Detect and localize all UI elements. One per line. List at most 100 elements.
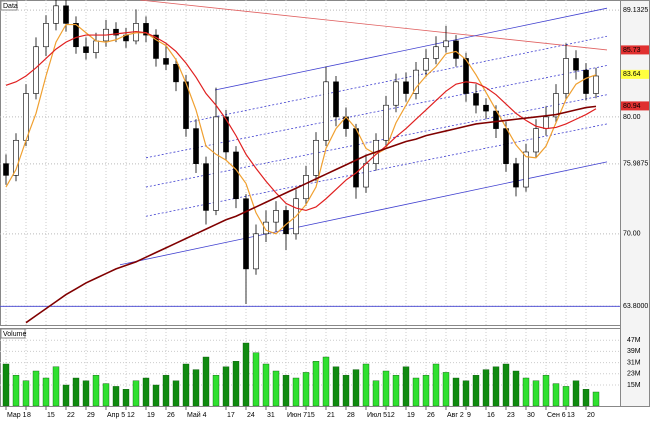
y-tick-label: 63.8000	[623, 303, 648, 310]
volume-bar	[512, 370, 520, 406]
price-label-box	[621, 45, 649, 55]
candle-body	[23, 93, 29, 141]
volume-bar	[332, 366, 340, 406]
x-tick-label: 26	[167, 412, 175, 419]
candle-body	[423, 58, 429, 71]
x-tick-label: 26	[427, 412, 435, 419]
candle-body	[463, 58, 469, 94]
volume-bar	[12, 375, 20, 406]
volume-bar	[572, 380, 580, 406]
candle-body	[353, 128, 359, 188]
candle-body	[323, 81, 329, 141]
volume-bar	[42, 377, 50, 406]
volume-title: Volume	[3, 331, 26, 338]
candle-body	[333, 81, 339, 118]
candle-body	[223, 116, 229, 153]
moving-average	[5, 30, 597, 212]
y-tick-label: 70.00	[623, 231, 641, 238]
candle-body	[273, 210, 279, 223]
title-box	[0, 0, 18, 11]
volume-bar	[402, 366, 410, 406]
x-tick-label: Июл 5	[367, 412, 387, 419]
volume-bar	[172, 380, 180, 406]
volume-bar	[592, 391, 600, 406]
volume-bar	[282, 375, 290, 406]
volume-tick-label: 47M	[627, 337, 641, 344]
x-tick-label: 29	[87, 412, 95, 419]
volume-bar	[132, 380, 140, 406]
volume-bar	[212, 375, 220, 406]
volume-bar	[52, 366, 60, 406]
candle-body	[53, 5, 59, 24]
volume-bar	[452, 377, 460, 406]
volume-bar	[462, 380, 470, 406]
candle-body	[43, 23, 49, 48]
candle-body	[563, 58, 569, 94]
x-tick-label: 28	[347, 412, 355, 419]
volume-bar	[92, 375, 100, 406]
candle-body	[33, 46, 39, 94]
volume-bar	[302, 372, 310, 406]
x-tick-label: 31	[267, 412, 275, 419]
candle-body	[443, 40, 449, 48]
candle-body	[283, 210, 289, 235]
candle-body	[233, 151, 239, 200]
candle-body	[213, 116, 219, 211]
candle-body	[253, 233, 259, 270]
price-label-box	[621, 101, 649, 111]
moving-average	[25, 105, 597, 324]
chart-title: Data	[3, 3, 18, 10]
volume-tick-label: 39M	[627, 348, 641, 355]
candle-body	[153, 34, 159, 59]
y-tick-label: 89.1325	[623, 7, 648, 14]
volume-bar	[392, 375, 400, 406]
price-label-box	[621, 69, 649, 79]
x-tick-label: 30	[527, 412, 535, 419]
candle-body	[193, 128, 199, 164]
volume-bar	[272, 370, 280, 406]
price-label: 83.64	[623, 71, 641, 78]
x-tick-label: 20	[587, 412, 595, 419]
candle-body	[313, 139, 319, 176]
x-tick-label: Авг 2	[447, 412, 464, 419]
volume-tick-label: 23M	[627, 371, 641, 378]
candle-body	[583, 69, 589, 94]
x-tick-label: 17	[227, 412, 235, 419]
candle-body	[113, 28, 119, 36]
volume-bar	[522, 377, 530, 406]
volume-bar	[62, 384, 70, 406]
volume-bar	[582, 389, 590, 406]
candle-body	[393, 81, 399, 106]
x-tick-label: 9	[467, 412, 471, 419]
volume-bar	[162, 375, 170, 406]
x-tick-label: 12	[387, 412, 395, 419]
volume-bar	[422, 375, 430, 406]
x-tick-label: Июн 7	[287, 412, 307, 419]
candle-body	[543, 116, 549, 129]
candle-body	[93, 40, 99, 53]
y-tick-label: 80.00	[623, 114, 641, 121]
volume-bar	[72, 377, 80, 406]
x-tick-label: 21	[327, 412, 335, 419]
volume-tick-label: 15M	[627, 382, 641, 389]
volume-bar	[32, 370, 40, 406]
volume-bar	[192, 369, 200, 406]
candle-body	[363, 163, 369, 188]
volume-bar	[232, 361, 240, 406]
price-label: 85.73	[623, 47, 641, 54]
candle-body	[413, 69, 419, 94]
volume-bar	[142, 377, 150, 406]
x-tick-label: Апр 5	[107, 412, 125, 419]
candle-body	[203, 163, 209, 211]
candle-body	[533, 128, 539, 153]
trendline	[139, 0, 608, 51]
candle-body	[573, 58, 579, 71]
candle-body	[73, 23, 79, 48]
candle-body	[13, 139, 19, 176]
moving-average	[5, 23, 597, 235]
candle-body	[163, 58, 169, 65]
volume-bar	[542, 375, 550, 406]
candle-body	[63, 5, 69, 24]
volume-bar	[312, 361, 320, 406]
